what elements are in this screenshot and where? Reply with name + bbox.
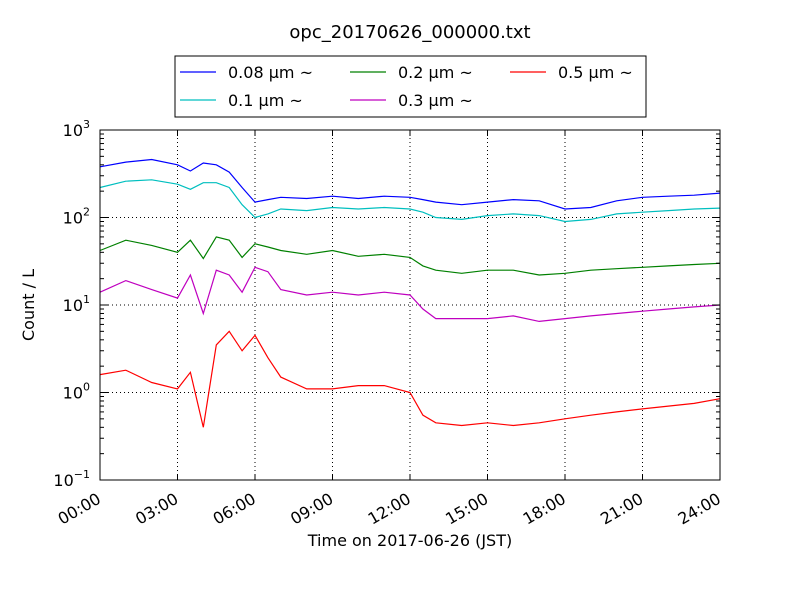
series-line-1: [99, 179, 721, 223]
chart-title: opc_20170626_000000.txt: [289, 22, 530, 43]
legend-box: [174, 55, 647, 118]
legend-label-1: 0.1 μm ~: [228, 91, 303, 110]
y-tick-label: 102: [63, 206, 90, 228]
x-axis-label: Time on 2017-06-26 (JST): [307, 531, 512, 550]
y-tick-label: 103: [63, 118, 90, 140]
legend-label-3: 0.3 μm ~: [398, 91, 473, 110]
series-line-4: [99, 330, 721, 428]
series-line-2: [99, 236, 721, 276]
legend-label-4: 0.5 μm ~: [558, 63, 633, 82]
grid: [100, 130, 720, 480]
y-axis-label: Count / L: [19, 269, 38, 341]
legend-label-2: 0.2 μm ~: [398, 63, 473, 82]
legend: 0.08 μm ~ 0.1 μm ~ 0.2 μm ~ 0.3 μm ~ 0.5 μm …: [174, 55, 647, 118]
legend-label-0: 0.08 μm ~: [228, 63, 313, 82]
y-tick-label: 100: [63, 381, 90, 403]
series-line-0: [99, 158, 721, 210]
y-tick-label: 101: [63, 293, 90, 315]
series-layer: [99, 158, 721, 428]
y-tick-label: 10−1: [53, 468, 90, 490]
series-line-3: [99, 266, 721, 323]
